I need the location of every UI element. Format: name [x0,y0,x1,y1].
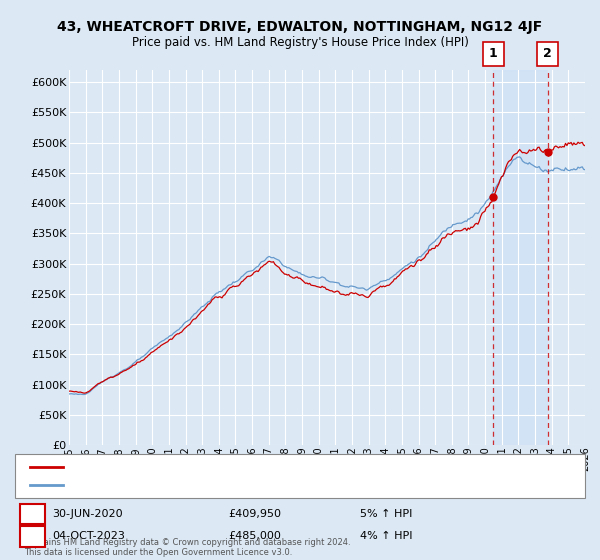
Text: 1: 1 [489,47,498,60]
Text: 2: 2 [28,530,37,543]
Text: £485,000: £485,000 [228,531,281,542]
Text: £409,950: £409,950 [228,509,281,519]
Text: 1: 1 [28,507,37,521]
Text: 30-JUN-2020: 30-JUN-2020 [52,509,123,519]
Text: 43, WHEATCROFT DRIVE, EDWALTON, NOTTINGHAM, NG12 4JF (detached house): 43, WHEATCROFT DRIVE, EDWALTON, NOTTINGH… [72,463,465,473]
Text: 04-OCT-2023: 04-OCT-2023 [52,531,125,542]
Text: 2: 2 [543,47,552,60]
Text: 5% ↑ HPI: 5% ↑ HPI [360,509,412,519]
Bar [493,70,548,445]
Text: 4% ↑ HPI: 4% ↑ HPI [360,531,413,542]
Bar [548,70,585,445]
Text: 43, WHEATCROFT DRIVE, EDWALTON, NOTTINGHAM, NG12 4JF: 43, WHEATCROFT DRIVE, EDWALTON, NOTTINGH… [58,20,542,34]
Text: HPI: Average price, detached house, Rushcliffe: HPI: Average price, detached house, Rush… [72,479,301,489]
Text: Price paid vs. HM Land Registry's House Price Index (HPI): Price paid vs. HM Land Registry's House … [131,36,469,49]
Text: Contains HM Land Registry data © Crown copyright and database right 2024.
This d: Contains HM Land Registry data © Crown c… [24,538,350,557]
